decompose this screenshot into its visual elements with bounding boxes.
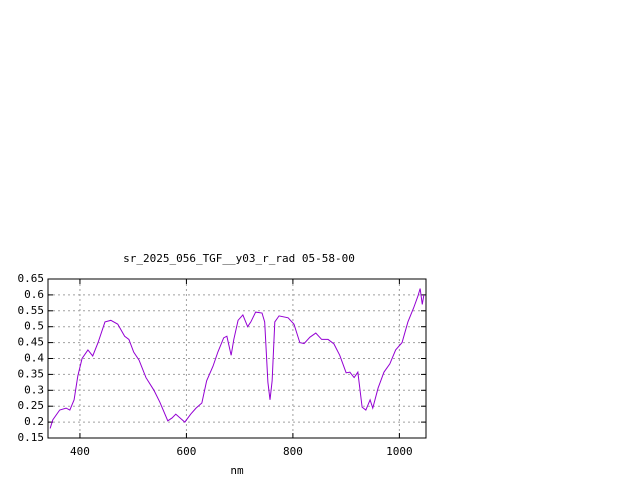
x-tick-label: 600	[176, 445, 196, 458]
data-line	[49, 288, 425, 429]
y-tick-label: 0.45	[18, 336, 45, 349]
y-tick-label: 0.3	[24, 383, 44, 396]
x-tick-label: 400	[70, 445, 90, 458]
x-tick-label: 800	[283, 445, 303, 458]
y-tick-label: 0.15	[18, 431, 45, 444]
y-tick-label: 0.65	[18, 272, 45, 285]
y-tick-label: 0.4	[24, 352, 44, 365]
y-tick-label: 0.55	[18, 304, 45, 317]
chart-title: sr_2025_056_TGF__y03_r_rad 05-58-00	[123, 252, 355, 265]
y-tick-label: 0.5	[24, 320, 44, 333]
x-axis-label: nm	[230, 464, 244, 477]
y-tick-label: 0.2	[24, 415, 44, 428]
y-tick-label: 0.35	[18, 367, 45, 380]
plot-border	[47, 278, 427, 439]
y-tick-label: 0.6	[24, 288, 44, 301]
x-tick-label: 1000	[386, 445, 413, 458]
y-tick-label: 0.25	[18, 399, 45, 412]
